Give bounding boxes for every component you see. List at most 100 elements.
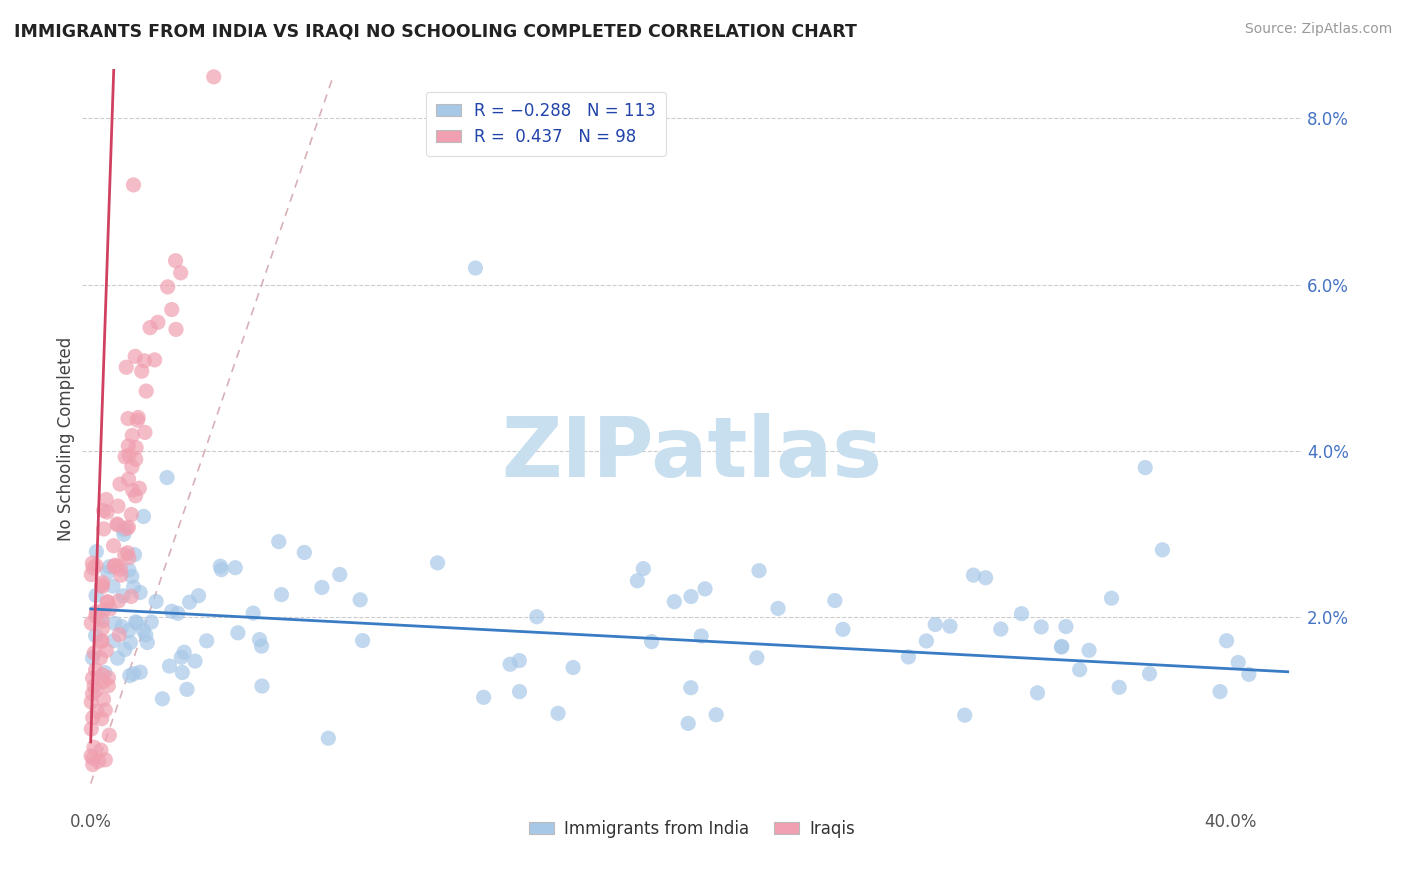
Point bbox=[165, 322, 187, 336]
Point bbox=[84, 683, 107, 698]
Point bbox=[127, 410, 149, 425]
Point bbox=[114, 642, 136, 657]
Point bbox=[131, 364, 153, 378]
Point bbox=[84, 589, 107, 603]
Point bbox=[135, 384, 157, 398]
Point bbox=[676, 716, 699, 731]
Point bbox=[82, 687, 104, 701]
Point bbox=[526, 609, 548, 624]
Point bbox=[693, 582, 716, 596]
Point bbox=[90, 633, 112, 648]
Point bbox=[115, 521, 138, 535]
Point bbox=[1152, 542, 1174, 557]
Point bbox=[209, 563, 232, 577]
Point bbox=[499, 657, 522, 672]
Point bbox=[472, 690, 495, 705]
Point bbox=[91, 622, 114, 636]
Point bbox=[160, 302, 183, 317]
Point bbox=[128, 481, 150, 495]
Point bbox=[352, 633, 374, 648]
Point bbox=[1237, 667, 1260, 681]
Point bbox=[318, 731, 340, 746]
Point bbox=[125, 452, 148, 467]
Point bbox=[1031, 620, 1053, 634]
Point bbox=[679, 590, 702, 604]
Point bbox=[124, 350, 146, 364]
Point bbox=[82, 751, 104, 765]
Text: Source: ZipAtlas.com: Source: ZipAtlas.com bbox=[1244, 22, 1392, 37]
Point bbox=[1135, 460, 1157, 475]
Point bbox=[103, 559, 125, 574]
Point bbox=[93, 522, 115, 536]
Point bbox=[939, 619, 962, 633]
Point bbox=[172, 665, 194, 680]
Point bbox=[125, 441, 148, 455]
Point bbox=[118, 668, 141, 682]
Point bbox=[90, 634, 112, 648]
Point bbox=[990, 622, 1012, 636]
Point bbox=[953, 708, 976, 723]
Point bbox=[91, 614, 114, 628]
Point bbox=[115, 360, 138, 375]
Point bbox=[226, 625, 249, 640]
Point bbox=[159, 659, 181, 673]
Point bbox=[832, 623, 855, 637]
Point bbox=[117, 439, 139, 453]
Point bbox=[90, 712, 112, 726]
Point bbox=[745, 650, 768, 665]
Point bbox=[179, 595, 201, 609]
Point bbox=[824, 593, 846, 607]
Point bbox=[426, 556, 449, 570]
Point bbox=[90, 611, 112, 625]
Point bbox=[626, 574, 648, 588]
Point bbox=[121, 483, 143, 498]
Legend: Immigrants from India, Iraqis: Immigrants from India, Iraqis bbox=[523, 814, 862, 845]
Point bbox=[1227, 656, 1250, 670]
Point bbox=[103, 539, 125, 553]
Point bbox=[118, 624, 141, 638]
Point bbox=[94, 703, 117, 717]
Point bbox=[664, 595, 686, 609]
Point bbox=[132, 624, 155, 638]
Point bbox=[91, 668, 114, 682]
Point bbox=[562, 660, 585, 674]
Point bbox=[112, 589, 135, 603]
Point bbox=[547, 706, 569, 721]
Point bbox=[136, 635, 159, 649]
Point bbox=[122, 178, 145, 192]
Point bbox=[242, 606, 264, 620]
Point bbox=[129, 585, 152, 599]
Y-axis label: No Schooling Completed: No Schooling Completed bbox=[58, 336, 75, 541]
Point bbox=[104, 558, 127, 573]
Point bbox=[766, 601, 789, 615]
Point bbox=[170, 266, 193, 280]
Point bbox=[118, 563, 141, 577]
Point bbox=[86, 704, 108, 718]
Point bbox=[1026, 686, 1049, 700]
Point bbox=[114, 548, 136, 562]
Point bbox=[125, 615, 148, 630]
Point bbox=[124, 615, 146, 629]
Point bbox=[101, 579, 124, 593]
Point bbox=[98, 559, 121, 574]
Point bbox=[114, 450, 136, 464]
Text: IMMIGRANTS FROM INDIA VS IRAQI NO SCHOOLING COMPLETED CORRELATION CHART: IMMIGRANTS FROM INDIA VS IRAQI NO SCHOOL… bbox=[14, 22, 856, 40]
Point bbox=[80, 722, 103, 736]
Point bbox=[1209, 684, 1232, 698]
Point bbox=[633, 561, 655, 575]
Point bbox=[107, 594, 129, 608]
Point bbox=[83, 679, 105, 693]
Point bbox=[173, 645, 195, 659]
Point bbox=[107, 499, 129, 513]
Point bbox=[105, 516, 128, 531]
Point bbox=[508, 654, 530, 668]
Point bbox=[1101, 591, 1123, 606]
Point bbox=[143, 352, 166, 367]
Point bbox=[94, 753, 117, 767]
Point bbox=[98, 728, 121, 742]
Point bbox=[96, 643, 118, 657]
Point bbox=[108, 477, 131, 491]
Point bbox=[124, 548, 146, 562]
Point bbox=[924, 617, 946, 632]
Point bbox=[82, 556, 104, 570]
